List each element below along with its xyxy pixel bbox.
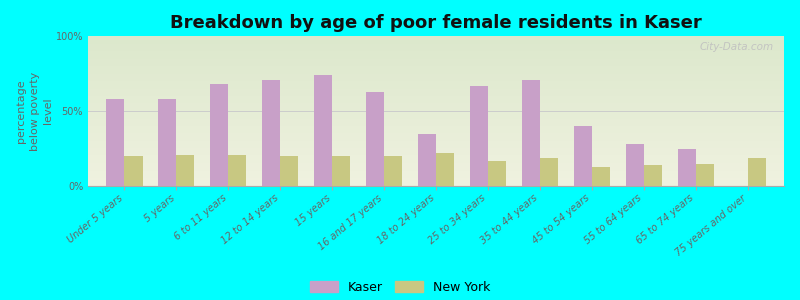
Y-axis label: percentage
below poverty
level: percentage below poverty level [17,71,53,151]
Bar [488,160,506,186]
Bar [314,75,332,186]
Bar [124,156,142,186]
Bar [228,154,246,186]
Bar [644,165,662,186]
Bar [158,99,176,186]
Bar [522,80,540,186]
Bar [696,164,714,186]
Bar [262,80,280,186]
Bar [384,156,402,186]
Bar [176,154,194,186]
Bar [626,144,644,186]
Bar [678,148,696,186]
Title: Breakdown by age of poor female residents in Kaser: Breakdown by age of poor female resident… [170,14,702,32]
Bar [280,156,298,186]
Text: City-Data.com: City-Data.com [699,42,774,52]
Bar [470,85,488,186]
Bar [332,156,350,186]
Legend: Kaser, New York: Kaser, New York [310,281,490,294]
Bar [436,153,454,186]
Bar [592,167,610,186]
Bar [748,158,766,186]
Bar [366,92,384,186]
Bar [540,158,558,186]
Bar [210,84,228,186]
Bar [418,134,436,186]
Bar [106,99,124,186]
Bar [574,126,592,186]
